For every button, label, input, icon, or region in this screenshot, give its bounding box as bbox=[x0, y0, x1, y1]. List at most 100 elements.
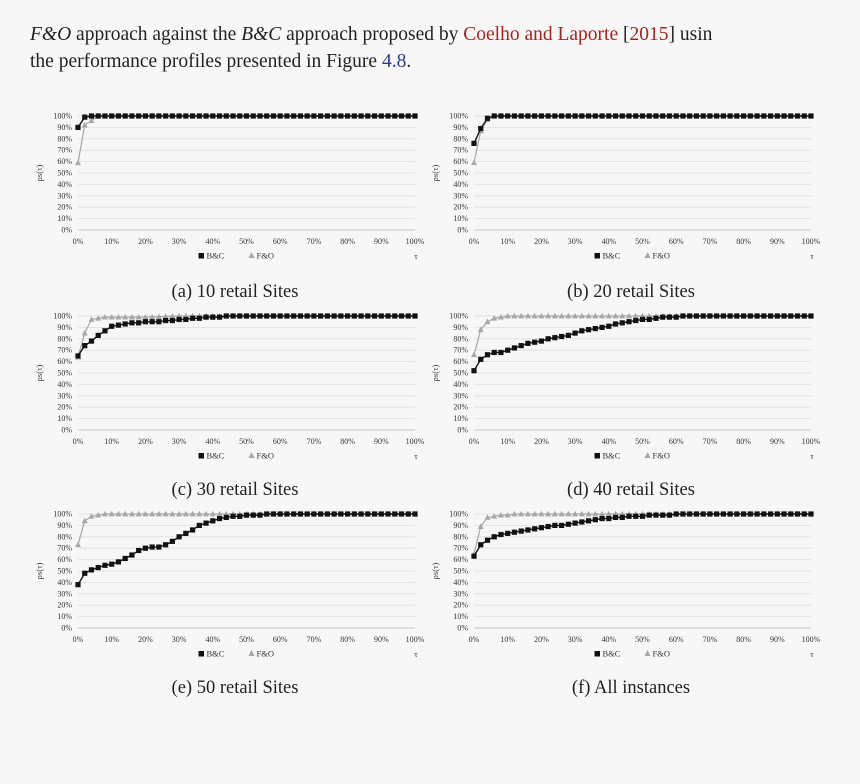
bc-marker bbox=[196, 113, 202, 119]
x-axis-label: τ bbox=[810, 649, 814, 659]
bc-marker bbox=[250, 313, 256, 319]
intro-line-1: F&O approach against the B&C approach pr… bbox=[30, 26, 830, 46]
bc-marker bbox=[358, 113, 364, 119]
x-tick-label: 50% bbox=[239, 635, 254, 644]
fo-marker bbox=[578, 510, 585, 517]
legend-label: F&O bbox=[257, 451, 274, 461]
bc-marker bbox=[788, 511, 794, 517]
bc-marker bbox=[338, 113, 344, 119]
y-tick-label: 40% bbox=[57, 180, 72, 189]
bc-marker bbox=[741, 313, 747, 319]
fo-marker bbox=[169, 313, 176, 319]
bc-marker bbox=[633, 317, 639, 324]
bc-marker bbox=[680, 313, 686, 319]
bc-marker bbox=[484, 115, 491, 121]
fo-marker bbox=[605, 312, 612, 319]
citation-link[interactable]: Coelho and Laporte bbox=[463, 26, 619, 45]
fo-marker bbox=[128, 510, 135, 517]
x-tick-label: 90% bbox=[374, 237, 389, 246]
x-tick-label: 10% bbox=[500, 437, 515, 446]
bc-marker bbox=[311, 113, 317, 119]
fo-marker bbox=[155, 510, 162, 517]
fo-term: F&O bbox=[30, 26, 72, 45]
x-tick-label: 70% bbox=[703, 635, 718, 644]
y-tick-label: 30% bbox=[453, 391, 468, 400]
bc-marker bbox=[385, 511, 391, 517]
bc-marker bbox=[243, 113, 250, 119]
bc-marker bbox=[311, 511, 317, 517]
citation-year-link[interactable]: 2015 bbox=[629, 26, 669, 45]
y-tick-label: 50% bbox=[453, 567, 468, 576]
y-tick-label: 60% bbox=[453, 357, 468, 366]
bc-marker bbox=[136, 113, 142, 119]
bc-marker bbox=[714, 313, 720, 319]
x-tick-label: 20% bbox=[138, 635, 153, 644]
bc-marker bbox=[801, 511, 807, 517]
bc-marker bbox=[767, 113, 774, 119]
fo-marker bbox=[585, 312, 592, 319]
fo-marker bbox=[484, 318, 491, 325]
series-line-fo bbox=[77, 115, 415, 163]
bc-marker bbox=[82, 114, 88, 120]
y-tick-label: 0% bbox=[457, 426, 468, 435]
intro-text: approach against the bbox=[71, 26, 242, 45]
bc-marker bbox=[707, 113, 713, 119]
intro-line-2: the performance profiles presented in Fi… bbox=[30, 46, 830, 77]
fo-marker bbox=[88, 513, 95, 519]
bc-marker bbox=[365, 113, 371, 119]
series-line-bc bbox=[77, 513, 415, 586]
fo-marker bbox=[471, 351, 477, 358]
bc-marker bbox=[122, 113, 128, 119]
x-tick-label: 70% bbox=[307, 635, 322, 644]
bc-marker bbox=[666, 512, 673, 518]
bc-marker bbox=[498, 113, 504, 119]
bc-marker bbox=[505, 347, 511, 353]
x-tick-label: 20% bbox=[138, 437, 153, 446]
bc-marker bbox=[579, 328, 585, 334]
bc-marker bbox=[700, 113, 706, 119]
y-tick-label: 70% bbox=[57, 544, 72, 553]
bc-marker bbox=[392, 313, 398, 319]
bc-marker bbox=[545, 523, 551, 530]
x-tick-label: 80% bbox=[340, 437, 355, 446]
legend-marker-bc bbox=[594, 651, 600, 657]
x-tick-label: 60% bbox=[273, 437, 288, 446]
fo-marker bbox=[511, 510, 518, 517]
bc-marker bbox=[572, 330, 578, 336]
fo-marker bbox=[149, 313, 156, 320]
y-tick-label: 20% bbox=[453, 403, 468, 412]
bc-marker bbox=[324, 511, 330, 517]
x-tick-label: 60% bbox=[669, 437, 684, 446]
fo-marker bbox=[632, 312, 639, 319]
bc-marker bbox=[673, 113, 679, 119]
bc-marker bbox=[176, 113, 182, 119]
bc-marker bbox=[88, 567, 95, 573]
bc-marker bbox=[203, 113, 209, 119]
fo-marker bbox=[142, 510, 149, 517]
bc-marker bbox=[412, 113, 418, 119]
y-tick-label: 70% bbox=[453, 146, 468, 155]
bc-marker bbox=[412, 511, 418, 517]
legend-label: B&C bbox=[207, 649, 225, 659]
fo-marker bbox=[75, 159, 81, 166]
fo-marker bbox=[203, 510, 210, 517]
bc-marker bbox=[216, 314, 223, 320]
fo-marker bbox=[115, 510, 122, 517]
fo-marker bbox=[531, 312, 538, 319]
bc-marker bbox=[552, 113, 558, 119]
y-tick-label: 40% bbox=[57, 578, 72, 587]
bc-marker bbox=[230, 313, 236, 319]
bc-marker bbox=[646, 113, 652, 119]
fo-marker bbox=[95, 315, 102, 321]
bc-marker bbox=[318, 113, 324, 119]
bc-marker bbox=[585, 518, 592, 524]
bc-marker bbox=[122, 555, 128, 562]
bc-marker bbox=[788, 313, 794, 319]
figure-ref-link[interactable]: 4.8 bbox=[381, 51, 407, 72]
bc-marker bbox=[707, 313, 713, 319]
bc-marker bbox=[371, 113, 378, 119]
bc-marker bbox=[734, 113, 740, 119]
x-tick-label: 70% bbox=[307, 237, 322, 246]
bc-marker bbox=[371, 313, 378, 319]
bc-marker bbox=[237, 513, 243, 519]
